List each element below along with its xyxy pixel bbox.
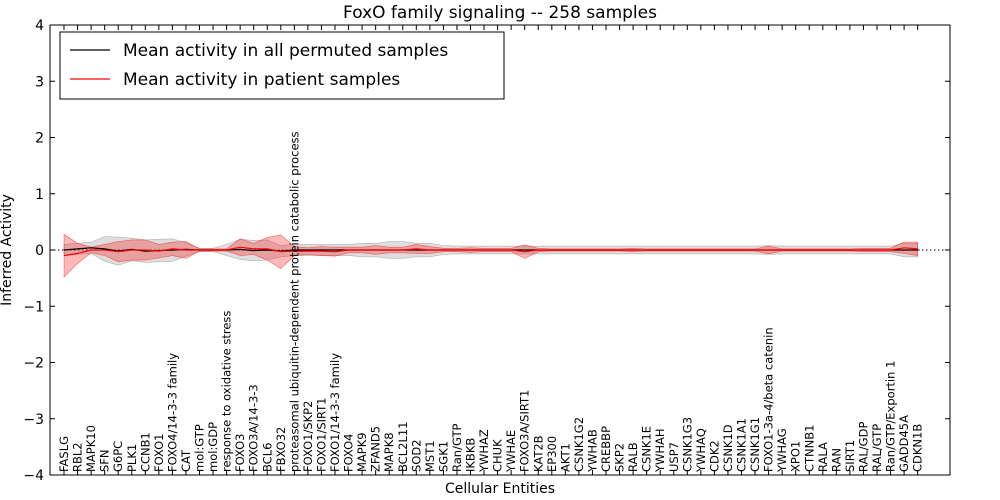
x-tick-label: G6PC — [111, 441, 125, 472]
y-tick-label: 1 — [35, 187, 44, 203]
x-tick-label: YWHAQ — [694, 428, 708, 473]
series-line-1 — [63, 246, 918, 257]
x-tick-label: CHUK — [491, 439, 505, 472]
y-tick-label: 4 — [35, 18, 44, 34]
x-tick-label: BCL2L11 — [396, 422, 410, 472]
x-tick-label: FBXO32 — [274, 427, 288, 472]
x-tick-label: XPO1 — [789, 441, 803, 472]
y-tick-label: −3 — [23, 412, 44, 428]
x-tick-label: ZFAND5 — [369, 426, 383, 472]
y-tick-label: 2 — [35, 131, 44, 147]
legend-label-0: Mean activity in all permuted samples — [123, 41, 448, 61]
x-tick-label: FOXO4/14-3-3 family — [165, 353, 179, 472]
x-tick-label: FASLG — [57, 436, 71, 472]
series-band-1 — [63, 233, 918, 278]
x-tick-label: mol:GTP — [193, 424, 207, 472]
x-tick-label: CCNB1 — [138, 432, 152, 472]
x-tick-label: SIRT1 — [843, 440, 857, 472]
x-tick-label: RAN — [829, 448, 843, 472]
y-tick-label: −2 — [23, 356, 44, 372]
x-tick-label: CTNNB1 — [802, 425, 816, 472]
x-tick-label: YWHAH — [653, 428, 667, 473]
x-tick-label: RAL/GTP — [870, 424, 884, 472]
x-tick-label: CSNK1D — [721, 424, 735, 472]
x-tick-label: FOXO3A/SIRT1 — [518, 390, 532, 472]
x-tick-label: RALB — [626, 442, 640, 472]
x-tick-label: GADD45A — [897, 415, 911, 472]
y-axis-label: Inferred Activity — [0, 194, 15, 306]
y-tick-label: 0 — [35, 243, 44, 259]
x-tick-label: CDKN1B — [911, 424, 925, 472]
x-tick-label: CDK2 — [707, 440, 721, 472]
x-tick-label: FOXO4 — [342, 434, 356, 472]
x-tick-label: MAPK9 — [355, 432, 369, 472]
x-tick-label: proteasomal ubiquitin-dependent protein … — [287, 131, 301, 472]
x-tick-label: FOXO3 — [233, 434, 247, 472]
y-tick-label: −4 — [23, 468, 44, 484]
x-tick-label: FOXO1/SIRT1 — [314, 397, 328, 472]
x-tick-label: CSNK1G2 — [572, 417, 586, 472]
x-tick-label: CSNK1E — [640, 426, 654, 472]
x-tick-label: BCL6 — [260, 443, 274, 472]
x-tick-label: CAT — [179, 449, 193, 472]
x-tick-label: SKP2 — [613, 443, 627, 472]
legend-box — [59, 31, 505, 100]
x-tick-label: MAPK8 — [382, 432, 396, 472]
x-tick-label: Ran/GTP — [450, 424, 464, 472]
x-tick-label: YWHAE — [504, 430, 518, 473]
series-band-0 — [63, 236, 918, 266]
x-tick-label: RAL/GDP — [857, 422, 871, 472]
y-tick-label: −1 — [23, 299, 44, 315]
x-tick-label: FOXO1/SKP2 — [301, 401, 315, 472]
x-tick-label: CSNK1A1 — [735, 418, 749, 472]
x-tick-label: FOXO1/14-3-3 family — [328, 353, 342, 472]
x-tick-label: IKBKB — [464, 438, 478, 472]
x-tick-label: KAT2B — [531, 435, 545, 472]
x-tick-label: CSNK1G3 — [680, 417, 694, 472]
x-tick-label: AKT1 — [558, 443, 572, 472]
x-tick-label: Ran/GTP/Exportin 1 — [884, 361, 898, 472]
x-tick-label: CREBBP — [599, 426, 613, 472]
x-tick-label: PLK1 — [125, 444, 139, 472]
x-tick-label: mol:GDP — [206, 422, 220, 472]
x-tick-label: YWHAB — [586, 429, 600, 473]
x-tick-label: SFN — [98, 449, 112, 472]
x-tick-label: EP300 — [545, 436, 559, 472]
x-axis-label: Cellular Entities — [445, 481, 555, 497]
x-tick-label: YWHAG — [775, 428, 789, 473]
x-tick-label: RALA — [816, 442, 830, 472]
x-tick-label: MAPK10 — [84, 425, 98, 472]
x-tick-label: MST1 — [423, 440, 437, 472]
legend-label-1: Mean activity in patient samples — [123, 70, 400, 90]
x-tick-label: FOXO1-3a-4/beta catenin — [762, 327, 776, 472]
x-tick-label: RBL2 — [71, 442, 85, 472]
chart-title: FoxO family signaling -- 258 samples — [343, 3, 657, 23]
x-tick-label: FOXO3A/14-3-3 — [247, 384, 261, 472]
y-tick-label: 3 — [35, 74, 44, 90]
x-tick-label: USP7 — [667, 442, 681, 472]
x-tick-label: SGK1 — [436, 441, 450, 472]
x-tick-label: YWHAZ — [477, 429, 491, 473]
x-tick-label: FOXO1 — [152, 434, 166, 472]
x-tick-label: response to oxidative stress — [220, 311, 234, 472]
x-tick-label: CSNK1G1 — [748, 417, 762, 472]
x-tick-label: SOD2 — [409, 439, 423, 472]
